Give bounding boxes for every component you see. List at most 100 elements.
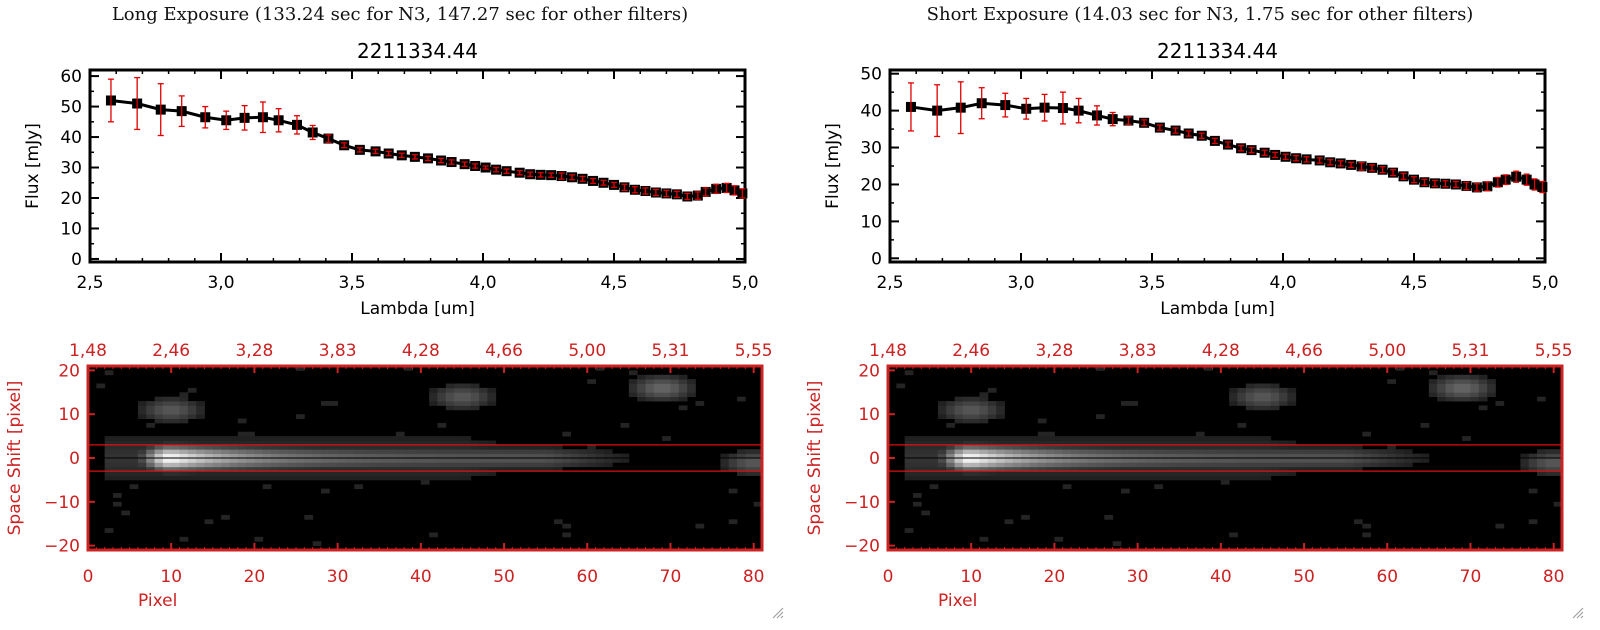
image-pixel (204, 462, 214, 468)
error-bar (1411, 176, 1417, 184)
image-pixel (512, 449, 522, 455)
image-pixel (121, 510, 131, 516)
image-pixel (1245, 458, 1255, 463)
image-pixel (1079, 436, 1089, 441)
image-pixel (529, 466, 538, 472)
image-pixel (1062, 444, 1072, 450)
image-pixel (196, 409, 205, 415)
image-pixel (129, 458, 139, 463)
image-pixel (562, 431, 572, 437)
y-tick-label: 0 (69, 449, 80, 469)
image-pixel (104, 449, 114, 455)
image-pixel (1154, 475, 1163, 481)
image-pixel (345, 458, 355, 463)
image-pixel (304, 458, 314, 463)
long-exposure-title: Long Exposure (133.24 sec for N3, 147.27… (111, 4, 689, 25)
error-bar (694, 191, 701, 200)
image-pixel (1054, 466, 1064, 472)
image-pixel (479, 449, 488, 455)
image-pixel (520, 462, 530, 468)
image-pixel (921, 471, 931, 476)
image-pixel (454, 462, 463, 468)
image-pixel (129, 475, 139, 481)
image-pixel (512, 462, 522, 468)
image-pixel (337, 440, 347, 446)
image-pixel (1312, 466, 1322, 472)
image-pixel (962, 396, 972, 402)
spectral-image: 0 10 20 30 40 50 60 70 801,48 2,46 3,28 3,83 4,28 4,6… (805, 341, 1573, 611)
image-pixel (1087, 453, 1097, 459)
image-pixel (720, 462, 730, 468)
image-pixel (470, 471, 480, 476)
image-pixel (137, 405, 147, 411)
image-pixel (337, 444, 347, 450)
image-pixel (104, 475, 114, 481)
error-bar (652, 188, 659, 197)
image-pixel (129, 453, 139, 459)
image-pixel (1062, 462, 1072, 468)
image-pixel (370, 462, 380, 468)
image-pixel (354, 458, 363, 463)
image-pixel (670, 387, 680, 393)
image-pixel (1087, 466, 1097, 472)
image-pixel (578, 449, 588, 455)
image-pixel (279, 440, 289, 446)
image-pixel (362, 453, 372, 459)
error-bar (1185, 130, 1192, 137)
image-pixel (1187, 440, 1197, 446)
image-pixel (1046, 440, 1055, 446)
image-pixel (954, 405, 964, 411)
x-tick-label: 50 (493, 567, 515, 587)
image-pixel (1037, 436, 1047, 441)
image-pixel (1154, 484, 1163, 490)
image-pixel (971, 471, 980, 476)
image-pixel (1229, 466, 1238, 472)
image-pixel (179, 409, 189, 415)
image-pixel (1046, 471, 1055, 476)
image-pixel (370, 453, 380, 459)
resize-grip-icon[interactable] (770, 604, 784, 619)
image-pixel (1004, 458, 1014, 463)
image-pixel (304, 440, 314, 446)
x-tick-label: 60 (1376, 567, 1398, 587)
image-pixel (129, 440, 139, 446)
top-axis-tick-label: 2,46 (952, 341, 990, 361)
image-pixel (420, 471, 430, 476)
image-pixel (320, 466, 330, 472)
image-pixel (1478, 396, 1488, 402)
image-pixel (1378, 449, 1388, 455)
image-pixel (146, 436, 155, 441)
image-pixel (628, 387, 638, 393)
image-pixel (1520, 462, 1530, 468)
image-pixel (420, 449, 430, 455)
image-pixel (1520, 466, 1530, 472)
image-pixel (1096, 466, 1105, 472)
x-tick-label: 4,5 (1400, 273, 1427, 293)
image-pixel (1212, 444, 1222, 450)
image-pixel (162, 449, 172, 455)
image-pixel (553, 462, 563, 468)
image-pixel (1162, 462, 1172, 468)
image-pixel (320, 471, 330, 476)
image-pixel (1204, 466, 1213, 472)
image-pixel (395, 475, 405, 481)
image-pixel (1054, 462, 1064, 468)
image-pixel (312, 444, 322, 450)
image-pixel (1129, 462, 1139, 468)
image-pixel (304, 449, 314, 455)
image-pixel (1062, 440, 1072, 446)
error-bar (134, 76, 141, 131)
image-pixel (279, 462, 289, 468)
image-pixel (1553, 458, 1563, 463)
error-bar (1293, 155, 1300, 162)
error-bar (1248, 146, 1255, 154)
y-tick-label: 0 (871, 249, 882, 269)
image-pixel (1528, 466, 1538, 472)
image-pixel (1112, 436, 1122, 441)
image-pixel (1254, 401, 1263, 406)
image-pixel (1229, 449, 1238, 455)
image-pixel (121, 475, 131, 481)
error-bar (461, 161, 468, 167)
image-pixel (137, 436, 147, 441)
resize-grip-icon[interactable] (1570, 604, 1584, 619)
